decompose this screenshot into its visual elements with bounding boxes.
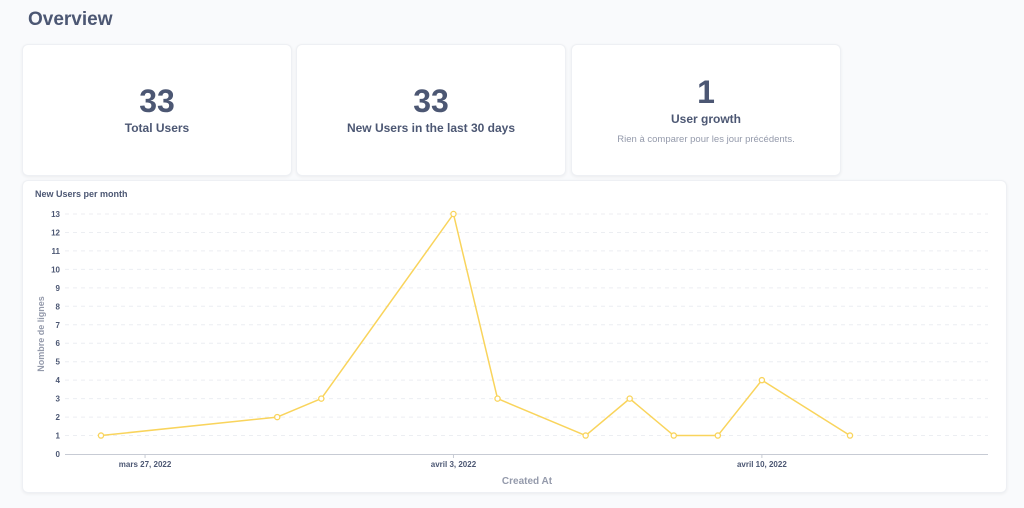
data-point <box>626 395 633 402</box>
x-tick-label: mars 27, 2022 <box>119 460 172 469</box>
data-point <box>670 432 678 439</box>
data-point <box>273 413 281 421</box>
y-tick-label: 6 <box>56 339 61 348</box>
user-growth-card[interactable]: 1 User growth Rien à comparer pour les j… <box>571 44 841 176</box>
chart-title: New Users per month <box>35 189 128 199</box>
x-axis-title: Created At <box>502 476 553 487</box>
data-point <box>582 432 589 439</box>
y-tick-label: 11 <box>52 247 61 256</box>
y-tick-label: 8 <box>56 302 61 311</box>
y-tick-label: 12 <box>51 228 60 237</box>
new-users-30-days-label: New Users in the last 30 days <box>346 121 516 135</box>
new-users-30-days-card[interactable]: 33 New Users in the last 30 days <box>296 44 566 176</box>
user-growth-value: 1 <box>697 73 715 110</box>
new-users-30-days-value: 33 <box>413 83 449 119</box>
y-tick-label: 9 <box>56 284 61 293</box>
data-point <box>758 376 766 384</box>
y-tick-label: 2 <box>56 413 61 422</box>
user-growth-label: User growth <box>670 111 741 126</box>
y-tick-label: 1 <box>56 432 61 441</box>
y-tick-label: 4 <box>56 376 61 385</box>
total-users-label: Total Users <box>124 121 190 135</box>
data-point <box>494 395 501 402</box>
page-title: Overview <box>28 9 113 30</box>
y-tick-label: 0 <box>56 450 61 459</box>
data-point <box>97 432 105 439</box>
y-tick-label: 5 <box>56 358 61 367</box>
data-point <box>714 432 722 439</box>
x-tick-label: avril 10, 2022 <box>737 460 787 469</box>
y-tick-label: 3 <box>56 395 61 404</box>
x-tick-label: avril 3, 2022 <box>431 460 477 469</box>
new-users-chart-card[interactable]: New Users per month 0 1 2 3 4 5 6 7 8 9 10 11 12 13 ma… <box>22 180 1007 493</box>
data-point <box>846 432 854 439</box>
data-point <box>318 395 325 402</box>
y-tick-label: 7 <box>56 321 61 330</box>
total-users-value: 33 <box>139 83 175 119</box>
total-users-card[interactable]: 33 Total Users <box>22 44 292 176</box>
y-tick-label: 13 <box>51 210 60 219</box>
data-point <box>450 210 457 218</box>
y-tick-label: 10 <box>51 265 60 274</box>
user-growth-comparison-note: Rien à comparer pour les jour précédents… <box>617 133 795 145</box>
y-axis-title: Nombre de lignes <box>36 296 46 372</box>
